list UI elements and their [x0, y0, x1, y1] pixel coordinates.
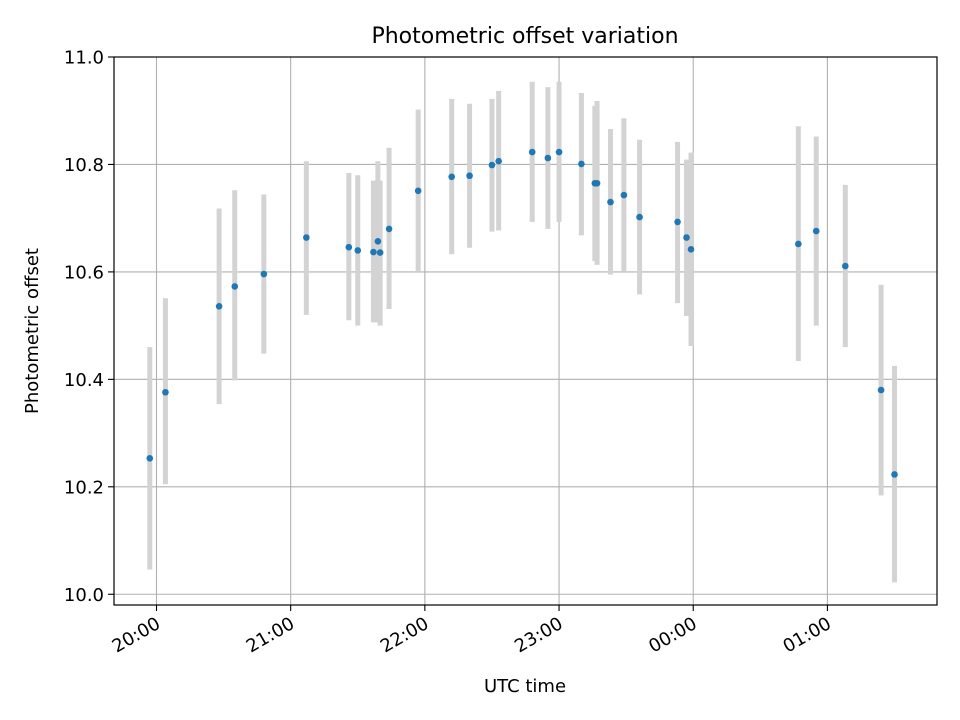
y-axis: 10.0 10.2 10.4 10.6 10.8 11.0	[64, 48, 114, 606]
y-tick-label: 10.6	[64, 262, 104, 283]
data-point	[620, 191, 628, 199]
data-point	[495, 157, 502, 165]
data-point	[231, 283, 239, 290]
data-point	[345, 243, 353, 251]
data-point	[376, 249, 384, 256]
plot-frame	[113, 56, 938, 606]
data-point	[687, 246, 695, 253]
data-points	[146, 148, 898, 478]
y-tick-label: 10.2	[64, 477, 104, 498]
data-point	[891, 471, 898, 478]
y-tick-label: 11.0	[64, 48, 104, 69]
data-point	[555, 148, 563, 156]
data-point	[146, 455, 154, 462]
data-point	[370, 248, 377, 256]
data-point	[162, 388, 169, 396]
data-point	[593, 179, 601, 187]
data-point	[544, 154, 552, 162]
chart-title: Photometric offset variation	[371, 24, 678, 49]
data-point	[674, 218, 681, 226]
data-point	[877, 386, 885, 394]
data-point	[488, 161, 496, 169]
data-point	[466, 172, 473, 180]
data-point	[578, 160, 585, 168]
y-tick-label: 10.8	[64, 155, 104, 176]
data-point	[414, 187, 422, 195]
data-point	[683, 234, 690, 241]
y-tick-label: 10.4	[64, 370, 104, 391]
data-point	[303, 234, 310, 241]
data-point	[607, 198, 614, 206]
data-point	[795, 240, 802, 248]
data-point	[374, 237, 382, 245]
data-point	[812, 227, 820, 235]
data-point	[636, 213, 643, 221]
data-point	[528, 148, 536, 156]
data-point	[448, 173, 455, 181]
data-point	[354, 247, 362, 254]
data-point	[260, 270, 268, 278]
data-point	[215, 302, 223, 310]
x-axis-label: UTC time	[484, 676, 566, 697]
y-axis-label: Photometric offset	[22, 248, 43, 414]
y-tick-label: 10.0	[64, 585, 104, 606]
data-point	[385, 225, 393, 233]
data-point	[842, 262, 849, 270]
